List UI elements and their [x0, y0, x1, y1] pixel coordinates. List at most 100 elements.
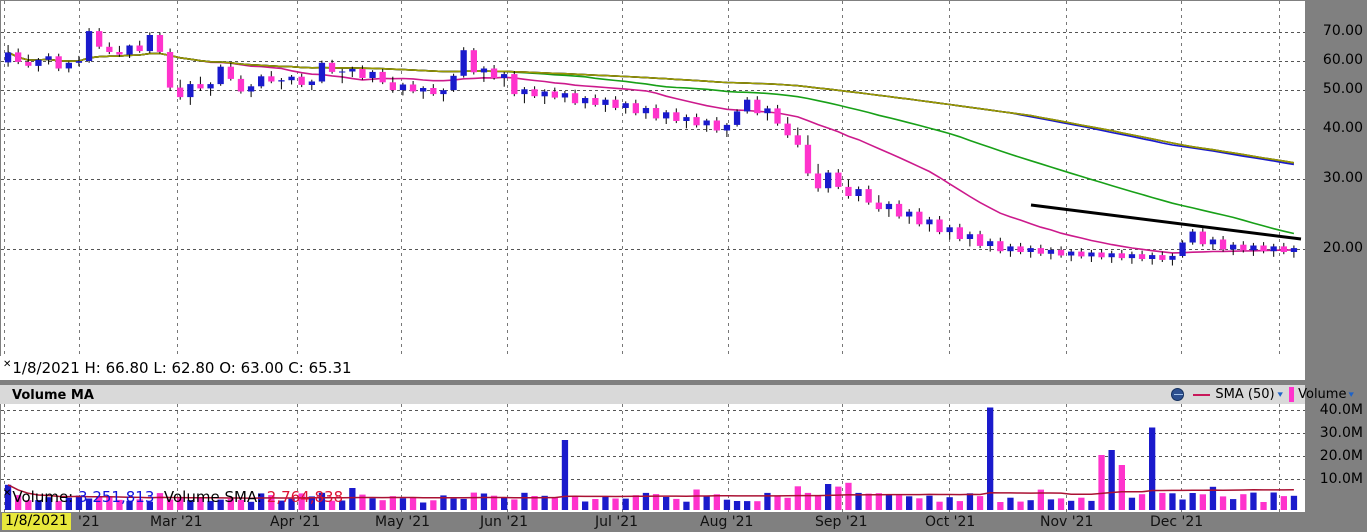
volume-bar [906, 496, 913, 510]
candle-body [349, 68, 356, 72]
candle-body [1037, 248, 1044, 254]
time-axis-tick: Mar '21 [150, 514, 203, 530]
chevron-down-icon-sma[interactable]: ▾ [1277, 389, 1283, 400]
price-chart-panel[interactable] [0, 0, 1305, 381]
globe-icon[interactable] [1171, 388, 1185, 401]
volume-bar [399, 498, 407, 510]
moving-average-line [7, 51, 1295, 164]
candle-body [1159, 255, 1166, 260]
candle-body [308, 81, 315, 85]
volume-bar [794, 486, 801, 510]
candle-body [582, 98, 589, 104]
volume-bar [723, 499, 731, 510]
volume-chart-panel[interactable] [0, 385, 1305, 512]
candle-body [75, 61, 83, 63]
candle-body [1057, 249, 1065, 256]
volume-bar [936, 501, 943, 510]
chevron-down-icon-volume[interactable]: ▾ [1349, 389, 1355, 400]
candle-body [895, 203, 903, 217]
close-x-icon-volume[interactable]: ✕ [3, 487, 12, 499]
time-axis-tick: Apr '21 [270, 514, 321, 530]
volume-bar [318, 492, 326, 510]
volume-bar [247, 501, 255, 510]
volume-bar [1230, 499, 1237, 510]
volume-bar [652, 494, 660, 510]
volume-bar [480, 493, 488, 510]
candle-body [258, 76, 265, 87]
volume-bar [1189, 493, 1196, 510]
trendline-resistance[interactable] [1030, 203, 1302, 241]
candle-body [480, 68, 488, 73]
volume-bar [1199, 494, 1206, 510]
candle-body [399, 84, 407, 91]
volume-bar [966, 493, 974, 510]
candle-body [460, 50, 467, 76]
candle-body [865, 189, 872, 203]
volume-bar [217, 499, 224, 510]
candle-body [926, 219, 933, 225]
candle-body [116, 52, 123, 55]
volume-bar [764, 492, 771, 510]
candle-body [1219, 239, 1227, 250]
candle-body [1240, 244, 1247, 251]
candle-body [875, 202, 882, 210]
volume-bar [106, 497, 113, 510]
volume-bar [4, 484, 12, 510]
candle-body [268, 76, 275, 82]
volume-bar [298, 493, 305, 510]
candle-body [1149, 255, 1156, 259]
volume-bar [308, 496, 315, 510]
candle-body [713, 120, 720, 131]
candle-body [1108, 253, 1115, 258]
candle-body [794, 135, 801, 145]
volume-bar [895, 495, 903, 510]
candle-body [1169, 255, 1176, 260]
volume-bar [1057, 498, 1065, 510]
volume-chart-canvas [1, 404, 1305, 512]
panel-splitter[interactable] [0, 380, 1367, 385]
volume-value-axis[interactable]: 40.0M 30.0M 20.0M 10.0M [1305, 385, 1367, 512]
candle-body [187, 84, 194, 98]
candle-body [166, 52, 174, 88]
volume-bar [754, 501, 761, 510]
candle-body [15, 52, 22, 62]
volume-bar [845, 482, 852, 510]
volume-bar [1209, 486, 1217, 510]
volume-axis-tick: 40.0M [1319, 402, 1363, 418]
candle-body [278, 80, 285, 82]
price-value-axis[interactable]: 70.00 60.00 50.00 40.00 30.00 20.00 [1305, 0, 1367, 381]
candle-body [4, 52, 12, 63]
candle-body [1199, 231, 1206, 245]
time-axis[interactable]: '21 Mar '21 Apr '21 May '21 Jun '21 Jul '21 Au… [0, 512, 1367, 532]
volume-bar [1179, 499, 1186, 510]
volume-bar [632, 495, 639, 510]
volume-bar [956, 501, 963, 510]
candle-body [845, 186, 852, 196]
volume-bar [268, 495, 275, 510]
close-x-icon[interactable]: ✕ [3, 358, 12, 370]
volume-bar [531, 496, 538, 510]
volume-bar [733, 501, 741, 510]
volume-bar [146, 501, 153, 510]
candle-body [642, 108, 650, 114]
candle-body [814, 173, 822, 189]
volume-sma-readout-label: Volume SMA: [163, 488, 262, 506]
candle-body [156, 35, 164, 52]
volume-bar [156, 493, 164, 510]
candle-body [1230, 244, 1237, 250]
time-axis-tick: May '21 [375, 514, 431, 530]
candle-body [673, 112, 680, 121]
volume-bar [744, 501, 751, 510]
volume-bar [976, 496, 984, 510]
candle-body [440, 90, 447, 95]
volume-bar [774, 495, 781, 510]
candle-body [652, 108, 660, 119]
candle-body [561, 93, 569, 98]
volume-bar [642, 492, 650, 510]
volume-bar [35, 500, 42, 510]
volume-bar [258, 493, 265, 510]
candle-body [490, 68, 498, 78]
candle-body [956, 227, 963, 239]
candle-body [197, 84, 204, 89]
